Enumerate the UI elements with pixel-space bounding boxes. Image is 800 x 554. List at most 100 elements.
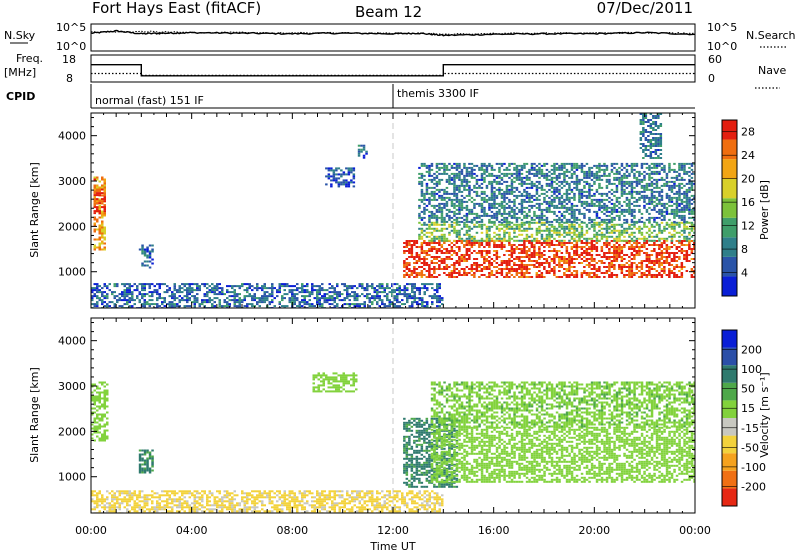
power-colorbar-swatch (722, 276, 737, 296)
velocity-region-4 (91, 490, 444, 513)
noise-right-tick-low: 10^0 (707, 40, 737, 53)
velocity-colorbar-swatch (722, 453, 737, 471)
power-colorbar-tick-label: 12 (741, 220, 755, 233)
velocity-colorbar-tick-label: -200 (741, 480, 766, 493)
power-colorbar-tick-label: 4 (741, 267, 748, 280)
noise-right-tick-high: 10^5 (707, 21, 737, 34)
power-colorbar-swatch (722, 178, 737, 199)
power-ylabel: Slant Range [km] (28, 162, 41, 258)
noise-panel-frame (90, 23, 696, 52)
freq-series (91, 63, 695, 77)
power-colorbar-swatch (722, 198, 737, 218)
velocity-colorbar-tick-label: 200 (741, 344, 762, 357)
power-region-3 (138, 244, 154, 269)
nsearch-label: N.Search (746, 29, 796, 42)
power-colorbar-swatch (722, 256, 737, 277)
time-tick-label: 12:00 (377, 524, 409, 537)
power-colorbar-swatch (722, 159, 737, 179)
time-tick-label: 04:00 (176, 524, 208, 537)
velocity-colorbar-swatch (722, 418, 737, 436)
power-region-6 (91, 283, 444, 308)
power-region-9 (418, 162, 695, 223)
noise-left-tick-low: 10^0 (56, 40, 86, 53)
velocity-colorbar-swatch (722, 330, 737, 348)
velocity-colorbar-tick-label: 15 (741, 402, 755, 415)
power-region-2 (93, 190, 106, 215)
power-colorbar-label: Power [dB] (758, 180, 771, 240)
power-data-layer (91, 113, 695, 308)
power-ytick-label: 1000 (58, 266, 86, 279)
freq-unit-label: [MHz] (4, 66, 36, 79)
power-colorbar-tick-label: 20 (741, 173, 755, 186)
velocity-colorbar-tick-label: -15 (741, 422, 759, 435)
power-region-10 (639, 113, 663, 159)
power-colorbar-tick-label: 24 (741, 149, 755, 162)
time-tick-label: 20:00 (578, 524, 610, 537)
velocity-colorbar-swatch (722, 347, 737, 366)
velocity-colorbar-swatch (722, 382, 737, 401)
time-tick-label: 08:00 (276, 524, 308, 537)
power-region-7 (403, 240, 695, 278)
date-title: 07/Dec/2011 (597, 0, 693, 17)
power-axes: 1000 2000 3000 4000 (58, 113, 696, 308)
freq-series-line (91, 63, 695, 77)
velocity-colorbar-swatch (722, 400, 737, 418)
power-ytick-label: 3000 (58, 175, 86, 188)
power-ytick-label: 2000 (58, 220, 86, 233)
time-tick-label: 16:00 (478, 524, 510, 537)
power-colorbar-tick-label: 16 (741, 196, 755, 209)
velocity-region-7 (430, 381, 695, 428)
noise-left-tick-high: 10^5 (56, 21, 86, 34)
power-colorbar-swatch (722, 120, 737, 140)
nave-right-tick-high: 60 (708, 53, 722, 66)
freq-label: Freq. (16, 52, 43, 65)
velocity-colorbar: 200 100 50 15 -15 -50 -100 -200 (721, 329, 766, 507)
cpid-segment-1: normal (fast) 151 IF (95, 94, 204, 107)
power-colorbar-swatch (722, 237, 737, 257)
power-region-5 (357, 144, 368, 159)
nave-right-tick-low: 0 (708, 72, 715, 85)
nave-label: Nave (758, 64, 786, 77)
time-tick-label: 00:00 (679, 524, 711, 537)
freq-left-tick-low: 8 (66, 72, 73, 85)
power-colorbar: 4 8 12 16 20 24 28 (721, 119, 755, 297)
velocity-region-1 (91, 381, 109, 442)
time-axis-label: Time UT (369, 540, 415, 553)
power-colorbar-swatch (722, 217, 737, 238)
station-title: Fort Hays East (fitACF) (92, 0, 261, 17)
velocity-colorbar-swatch (722, 470, 737, 489)
velocity-ytick-label: 3000 (58, 380, 86, 393)
velocity-colorbar-swatch (722, 488, 737, 506)
power-colorbar-swatch (722, 139, 737, 160)
velocity-region-2 (138, 449, 154, 474)
velocity-axes: 1000 2000 3000 4000 (58, 318, 696, 513)
power-colorbar-tick-label: 8 (741, 243, 748, 256)
velocity-colorbar-tick-label: 50 (741, 383, 755, 396)
cpid-segment-2: themis 3300 IF (397, 87, 479, 100)
velocity-colorbar-tick-label: -50 (741, 441, 759, 454)
time-tick-label: 00:00 (75, 524, 107, 537)
velocity-ytick-label: 2000 (58, 425, 86, 438)
velocity-colorbar-label: Velocity [m s⁻¹] (758, 372, 771, 457)
freq-panel-frame (90, 54, 696, 83)
velocity-ylabel: Slant Range [km] (28, 367, 41, 463)
velocity-ytick-label: 4000 (58, 335, 86, 348)
velocity-colorbar-swatch (722, 435, 737, 454)
noise-series (90, 29, 696, 37)
velocity-data-layer (91, 318, 695, 513)
nsky-label: N.Sky (4, 29, 36, 42)
velocity-colorbar-tick-label: 100 (741, 363, 762, 376)
nave-series-line (91, 72, 695, 76)
power-ytick-label: 4000 (58, 130, 86, 143)
freq-left-tick-high: 18 (62, 53, 76, 66)
velocity-ytick-label: 1000 (58, 471, 86, 484)
beam-title: Beam 12 (355, 3, 422, 21)
velocity-region-3 (312, 372, 358, 393)
power-region-4 (325, 167, 356, 188)
cpid-label: CPID (6, 90, 35, 103)
power-region-8 (418, 221, 695, 242)
velocity-colorbar-swatch (722, 365, 737, 383)
velocity-region-6 (430, 426, 695, 483)
power-colorbar-tick-label: 28 (741, 126, 755, 139)
